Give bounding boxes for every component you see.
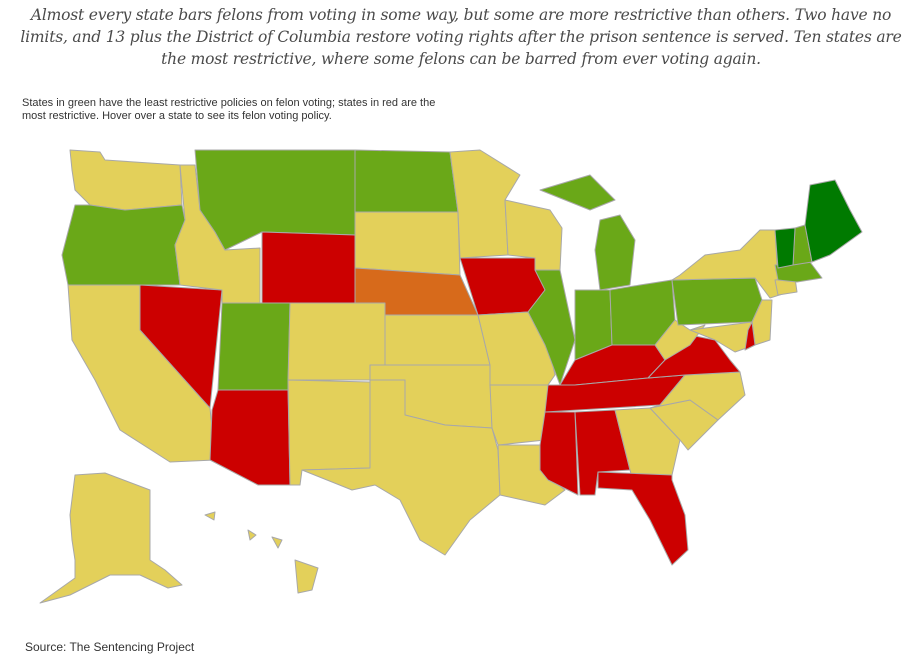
state-wyoming[interactable]	[261, 231, 356, 304]
state-pennsylvania[interactable]	[671, 277, 763, 326]
state-michigan[interactable]	[539, 174, 636, 291]
state-delaware[interactable]	[744, 321, 756, 351]
state-arkansas[interactable]	[489, 384, 549, 446]
state-nevada[interactable]	[139, 284, 223, 409]
state-vermont[interactable]	[774, 227, 796, 269]
state-south-dakota[interactable]	[354, 211, 461, 276]
state-illinois[interactable]	[527, 269, 576, 386]
state-new-jersey[interactable]	[751, 299, 773, 346]
state-utah[interactable]	[217, 302, 291, 391]
state-hawaii[interactable]	[204, 511, 319, 594]
state-florida[interactable]	[597, 471, 689, 566]
state-oregon[interactable]	[61, 204, 186, 286]
headline: Almost every state bars felons from voti…	[20, 6, 902, 68]
state-arizona[interactable]	[209, 389, 291, 486]
state-north-dakota[interactable]	[354, 149, 459, 213]
source-credit: Source: The Sentencing Project	[25, 640, 195, 654]
state-maine[interactable]	[804, 179, 863, 263]
state-alaska[interactable]	[39, 472, 183, 604]
state-kansas[interactable]	[384, 314, 491, 366]
state-washington[interactable]	[69, 149, 183, 211]
state-texas[interactable]	[301, 379, 501, 556]
map-instructions: States in green have the least restricti…	[22, 97, 436, 122]
